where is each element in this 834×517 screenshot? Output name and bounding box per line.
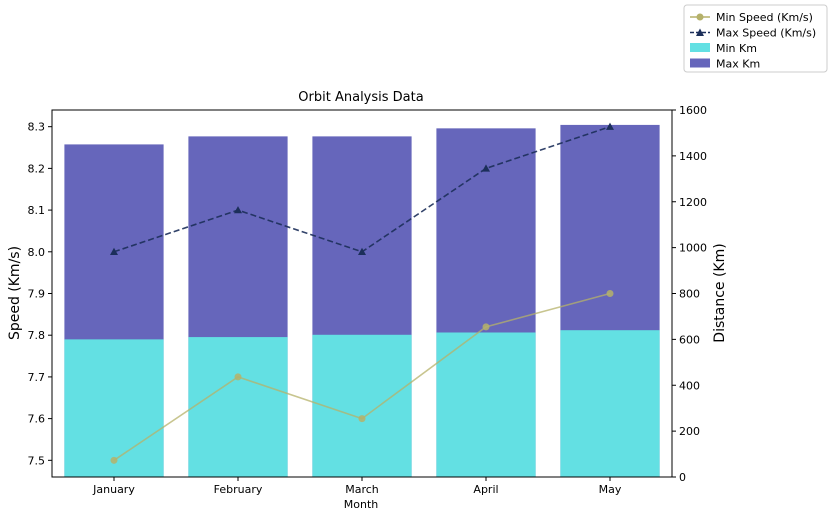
max-speed-point-february	[234, 206, 242, 214]
x-tick-label: January	[92, 483, 135, 496]
y-left-tick-label: 7.5	[28, 454, 46, 467]
axes-group: 7.5 7.6 7.7 7.8 7.9 8.0 8.1 8.2 8.3 0 200 400 600 800…	[28, 104, 708, 496]
max-speed-point-april	[482, 164, 490, 172]
min-speed-point-march	[358, 415, 366, 423]
y-right-tick-label: 400	[679, 379, 700, 392]
legend-swatch-marker	[696, 13, 704, 21]
max-speed-point-may	[606, 122, 614, 130]
min-speed-point-february	[234, 373, 242, 381]
legend-label: Max Speed (Km/s)	[716, 27, 816, 40]
min-speed-point-january	[110, 456, 118, 464]
min-km-bar-january	[64, 339, 164, 477]
y-right-tick-label: 800	[679, 288, 700, 301]
min-km-bar-april	[436, 332, 536, 477]
min-km-bar-february	[188, 337, 288, 477]
legend: Min Speed (Km/s) Max Speed (Km/s) Min Km Ma…	[683, 4, 828, 73]
y-left-tick-label: 7.8	[28, 329, 46, 342]
y-axis-label-right: Distance (Km)	[712, 243, 728, 342]
min-km-bar-march	[312, 334, 412, 477]
bars-group	[64, 124, 660, 478]
chart-title: Orbit Analysis Data	[298, 90, 423, 105]
y-left-tick-label: 7.6	[28, 413, 46, 426]
y-right-tick-label: 1600	[679, 104, 707, 117]
x-tick-label: May	[599, 483, 622, 496]
legend-swatch-marker	[696, 28, 704, 36]
x-tick-label: April	[473, 483, 498, 496]
legend-label: Min Speed (Km/s)	[716, 11, 813, 24]
y-right-tick-label: 1400	[679, 150, 707, 163]
max-speed-point-january	[110, 247, 118, 255]
y-right-tick-label: 200	[679, 425, 700, 438]
y-left-tick-label: 8.0	[28, 246, 46, 259]
legend-swatch-bar	[690, 58, 710, 68]
y-axis-label-left: Speed (Km/s)	[7, 246, 23, 340]
min-km-bar-may	[560, 330, 660, 477]
y-left-tick-label: 8.3	[28, 121, 46, 134]
x-tick-label: February	[214, 483, 263, 496]
y-left-tick-label: 7.7	[28, 371, 46, 384]
y-right-tick-label: 600	[679, 333, 700, 346]
y-right-tick-label: 1200	[679, 196, 707, 209]
min-speed-point-april	[482, 323, 490, 331]
y-left-tick-label: 7.9	[28, 288, 46, 301]
max-speed-point-march	[358, 247, 366, 255]
lines-group	[110, 122, 614, 464]
legend-swatch-bar	[690, 43, 710, 52]
y-left-tick-label: 8.2	[28, 162, 46, 175]
y-right-tick-label: 1000	[679, 242, 707, 255]
min-speed-point-may	[606, 290, 614, 297]
x-axis-label: Month	[344, 498, 379, 511]
x-tick-label: March	[345, 483, 379, 496]
y-right-tick-label: 0	[679, 471, 686, 484]
legend-label: Min Km	[716, 42, 757, 55]
legend-label: Max Km	[716, 58, 760, 71]
legend-box	[683, 4, 828, 73]
y-left-tick-label: 8.1	[28, 204, 46, 217]
